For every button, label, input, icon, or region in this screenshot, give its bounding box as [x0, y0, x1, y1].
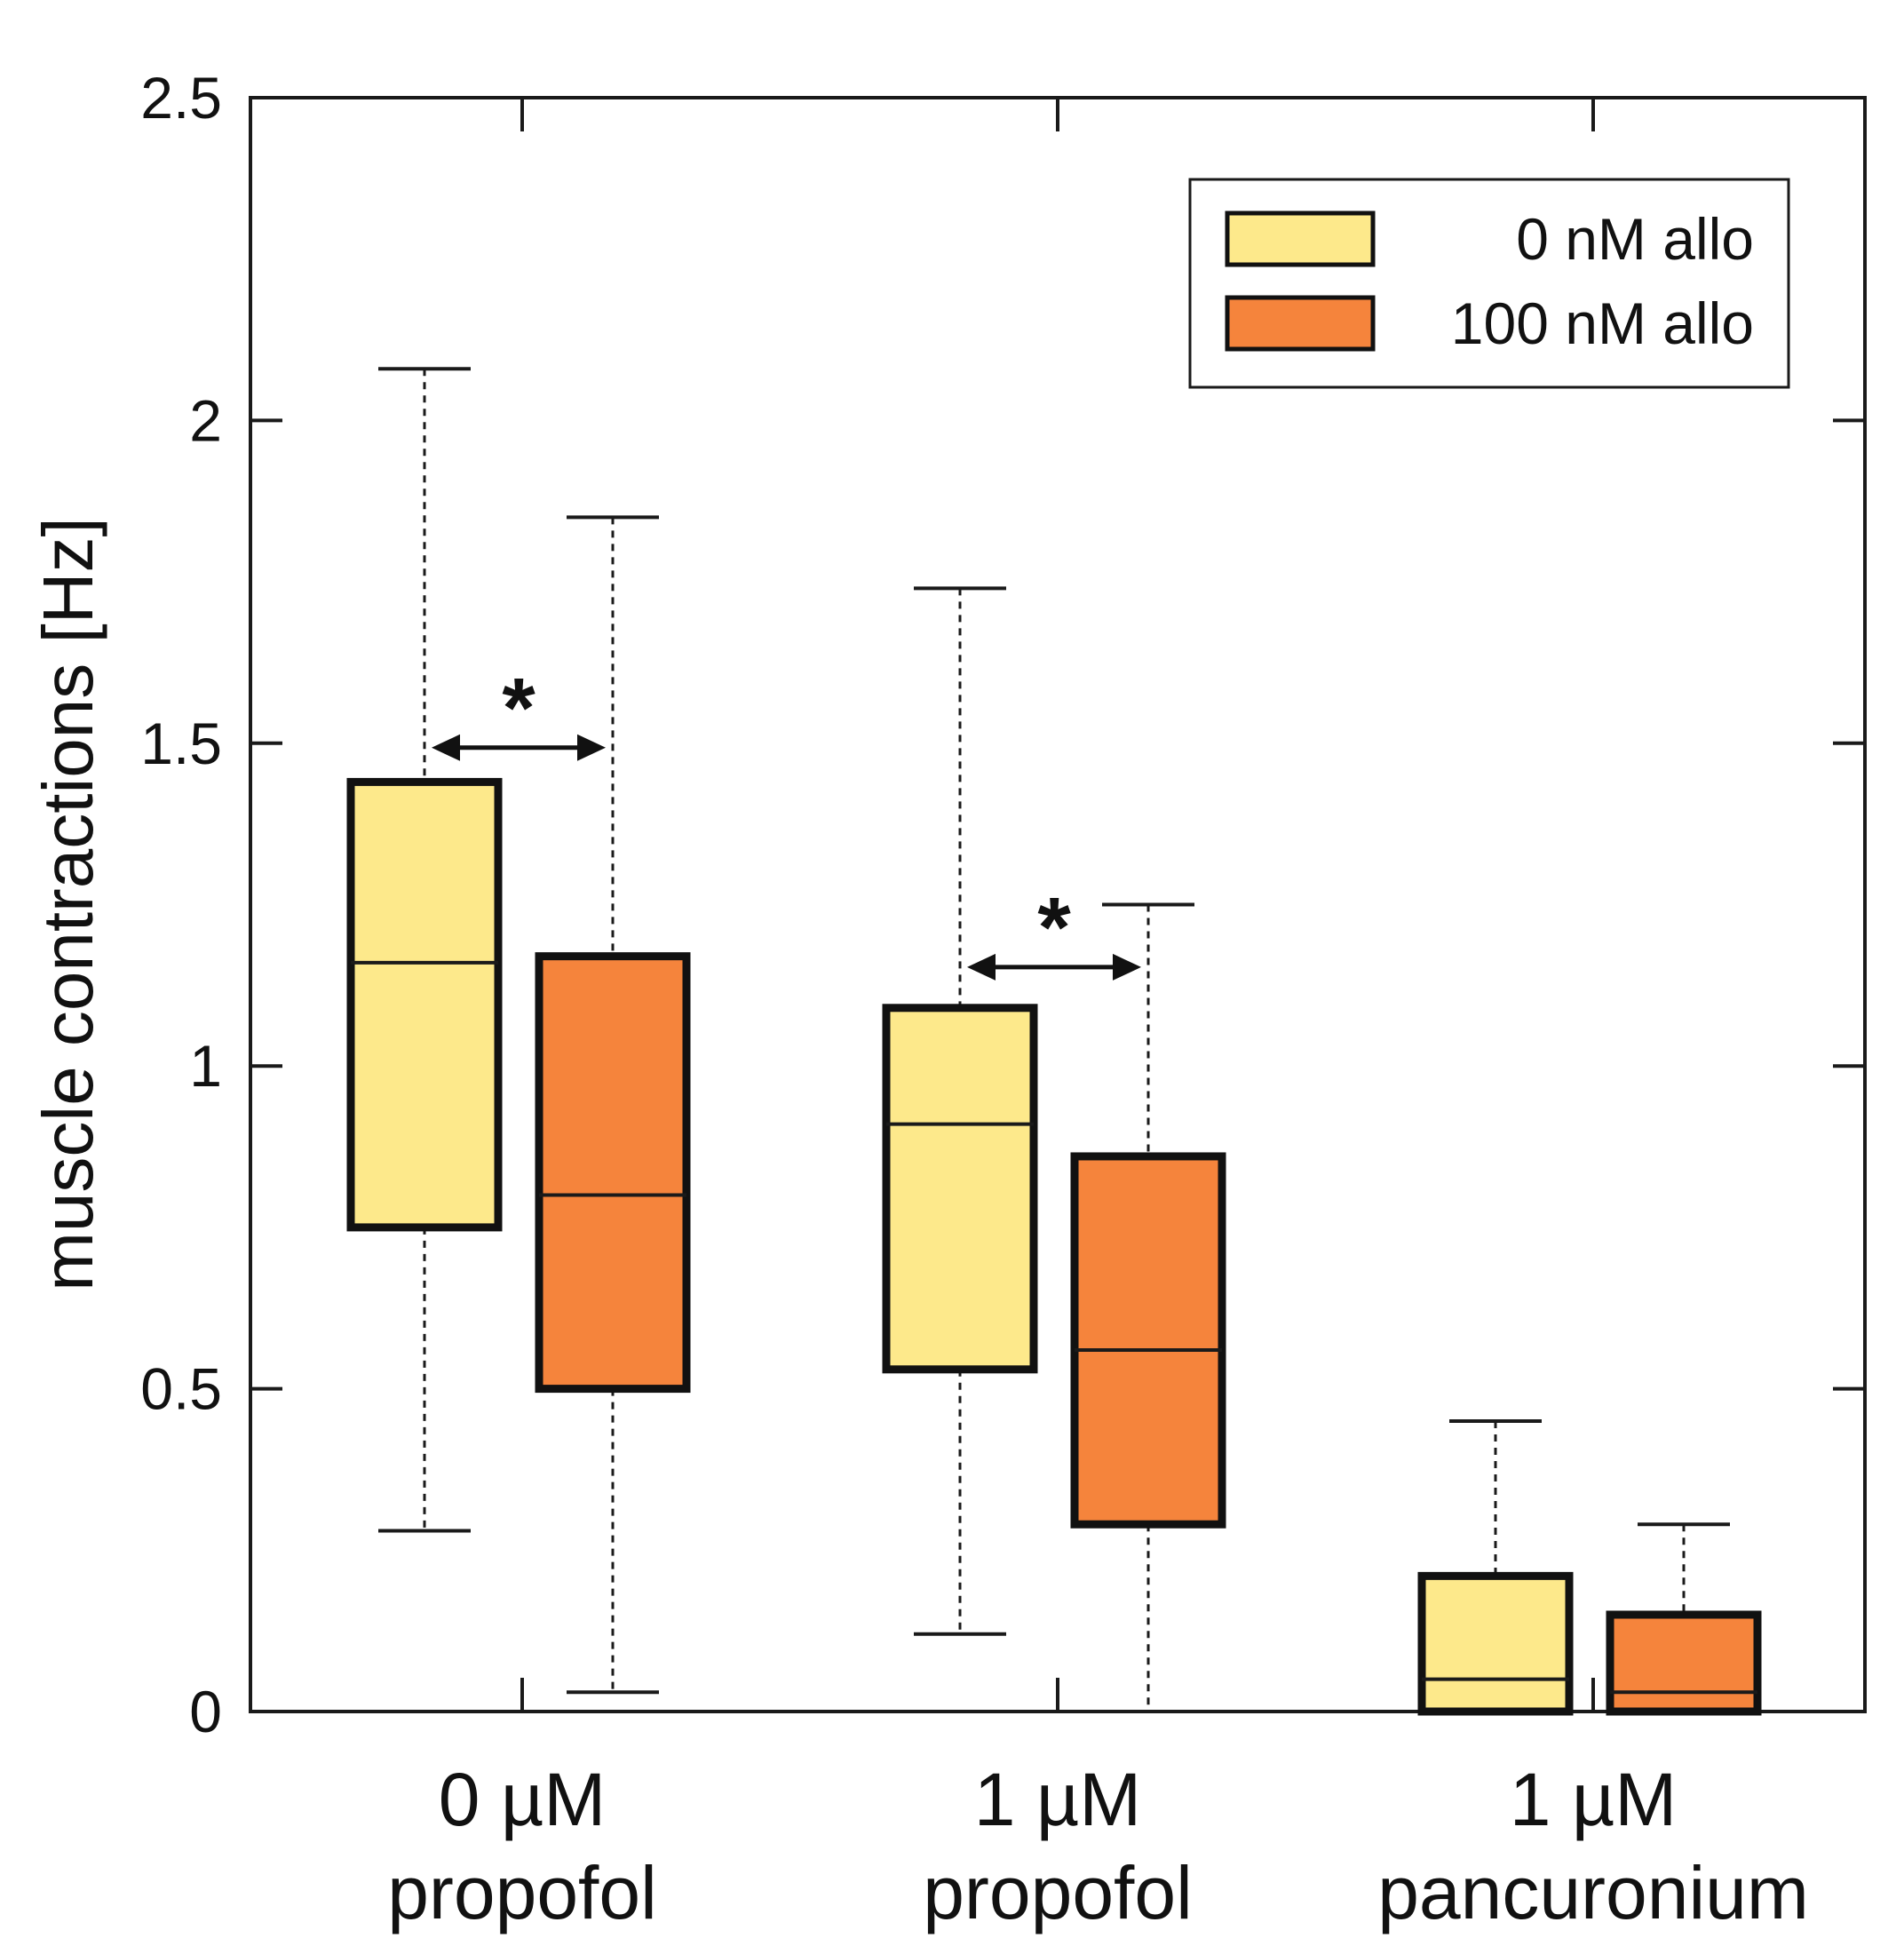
legend: 0 nM allo 100 nM allo — [1188, 178, 1790, 389]
legend-swatch — [1225, 210, 1376, 267]
y-tick-label: 1 — [189, 1033, 222, 1099]
arrowhead-right — [1113, 953, 1141, 981]
box-allo-100nM — [535, 515, 691, 1695]
y-tick-label: 0 — [189, 1679, 222, 1744]
y-axis: 0 0.5 1 1.5 2 2.5 — [140, 65, 1865, 1744]
legend-entry-label: 100 nM allo — [1451, 290, 1754, 356]
box-allo-100nM — [1070, 902, 1226, 1712]
x-category-label-line2: propofol — [387, 1851, 657, 1934]
y-tick-label: 2 — [189, 387, 222, 453]
box-allo-0nM — [1417, 1418, 1574, 1716]
significance-markers: ** — [432, 661, 1141, 981]
arrowhead-left — [432, 734, 460, 761]
box-iqr — [1070, 1152, 1226, 1529]
box-iqr — [535, 952, 691, 1394]
y-tick-label: 0.5 — [140, 1356, 222, 1422]
x-category-label-line1: 1 µM — [1510, 1758, 1677, 1841]
box-iqr — [882, 1004, 1038, 1374]
x-category-label-line2: propofol — [923, 1851, 1193, 1934]
significance-bracket: * — [967, 880, 1141, 981]
box-allo-100nM — [1606, 1522, 1762, 1716]
legend-swatch — [1225, 295, 1376, 352]
y-tick-label: 1.5 — [140, 711, 222, 776]
legend-entry-label: 0 nM allo — [1516, 206, 1754, 272]
box-iqr — [1417, 1571, 1574, 1716]
x-category-label-line1: 0 µM — [439, 1758, 606, 1841]
arrowhead-left — [967, 953, 996, 981]
significance-bracket: * — [432, 661, 606, 761]
x-category-label-line1: 1 µM — [974, 1758, 1141, 1841]
box-series — [346, 367, 1762, 1716]
box-allo-0nM — [882, 586, 1038, 1636]
x-axis: 0 µM propofol 1 µM propofol 1 µM pancuronium — [387, 98, 1809, 1934]
y-tick-label: 2.5 — [140, 65, 222, 131]
significance-star: * — [502, 661, 536, 756]
box-allo-0nM — [346, 367, 503, 1533]
significance-star: * — [1037, 880, 1071, 975]
x-category-label-line2: pancuronium — [1377, 1851, 1809, 1934]
arrowhead-right — [577, 734, 606, 761]
y-axis-label: muscle contractions [Hz] — [28, 517, 107, 1291]
box-iqr — [1606, 1610, 1762, 1716]
box-iqr — [346, 777, 503, 1232]
